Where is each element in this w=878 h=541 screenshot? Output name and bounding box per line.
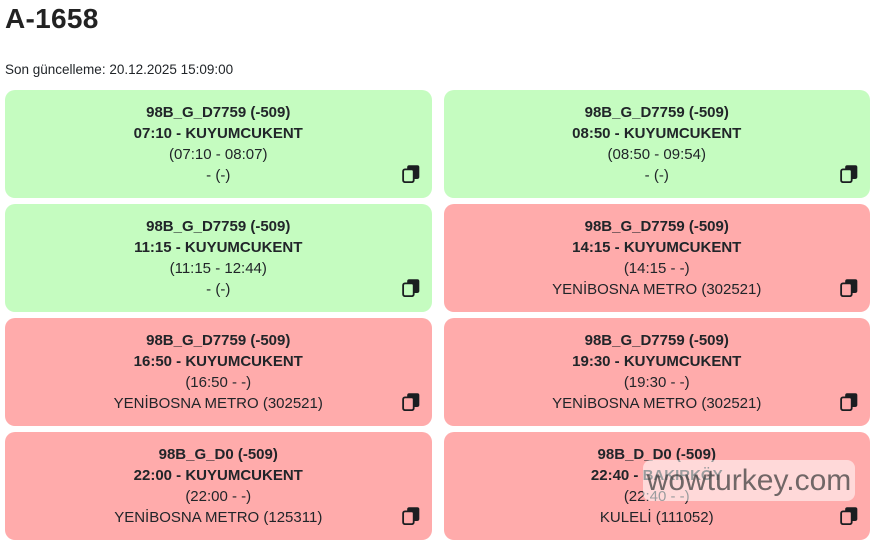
copy-pages-icon <box>401 278 421 297</box>
trip-block-code: 98B_G_D7759 (-509) <box>584 332 729 349</box>
trip-block-code: 98B_G_D7759 (-509) <box>146 104 291 121</box>
trip-block-code: 98B_G_D7759 (-509) <box>584 218 729 235</box>
trip-card-6-red: 98B_G_D7759 (-509) 19:30 - KUYUMCUKENT (… <box>443 318 870 426</box>
copy-button[interactable] <box>840 392 859 411</box>
trip-current-stop: YENİBOSNA METRO (302521) <box>113 395 323 412</box>
trip-block-code: 98B_D_D0 (-509) <box>597 446 716 463</box>
copy-pages-icon <box>840 392 859 411</box>
trip-card-2-green: 98B_G_D7759 (-509) 08:50 - KUYUMCUKENT (… <box>443 90 870 198</box>
copy-button[interactable] <box>840 164 859 183</box>
trip-time-range: (08:50 - 09:54) <box>607 146 706 163</box>
watermark-overlay: wowturkey.com <box>643 460 855 501</box>
copy-button[interactable] <box>401 506 421 525</box>
trip-block-code: 98B_G_D0 (-509) <box>158 446 278 463</box>
trip-current-stop: YENİBOSNA METRO (125311) <box>114 509 323 526</box>
trip-time-range: (11:15 - 12:44) <box>169 260 267 277</box>
copy-pages-icon <box>401 164 421 183</box>
trip-time-range: (22:00 - -) <box>185 488 252 505</box>
trip-current-stop: - (-) <box>206 281 231 298</box>
copy-button[interactable] <box>840 506 859 525</box>
trip-current-stop: - (-) <box>644 167 669 184</box>
trip-time-range: (16:50 - -) <box>185 374 252 391</box>
copy-pages-icon <box>401 506 421 525</box>
trip-departure-destination: 19:30 - KUYUMCUKENT <box>572 353 742 370</box>
trip-departure-destination: 14:15 - KUYUMCUKENT <box>572 239 742 256</box>
trip-card-3-green: 98B_G_D7759 (-509) 11:15 - KUYUMCUKENT (… <box>5 204 432 312</box>
trip-current-stop: YENİBOSNA METRO (302521) <box>552 395 762 412</box>
watermark-text: wowturkey.com <box>646 463 852 497</box>
trip-departure-destination: 16:50 - KUYUMCUKENT <box>133 353 303 370</box>
trip-time-range: (19:30 - -) <box>623 374 690 391</box>
copy-pages-icon <box>840 278 859 297</box>
copy-button[interactable] <box>401 278 421 297</box>
trip-card-7-red: 98B_G_D0 (-509) 22:00 - KUYUMCUKENT (22:… <box>5 432 432 540</box>
page-title: A-1658 <box>5 3 99 34</box>
trip-departure-destination: 08:50 - KUYUMCUKENT <box>572 125 742 142</box>
trip-block-code: 98B_G_D7759 (-509) <box>146 332 291 349</box>
trip-time-range: (14:15 - -) <box>623 260 690 277</box>
copy-pages-icon <box>840 164 859 183</box>
trip-time-range: (07:10 - 08:07) <box>169 146 268 163</box>
trip-block-code: 98B_G_D7759 (-509) <box>584 104 729 121</box>
copy-button[interactable] <box>840 278 859 297</box>
trip-departure-destination: 11:15 - KUYUMCUKENT <box>134 239 303 256</box>
trip-card-4-red: 98B_G_D7759 (-509) 14:15 - KUYUMCUKENT (… <box>443 204 870 312</box>
trip-current-stop: KULELİ (111052) <box>599 509 714 526</box>
copy-pages-icon <box>840 506 859 525</box>
copy-button[interactable] <box>401 392 421 411</box>
trip-block-code: 98B_G_D7759 (-509) <box>146 218 291 235</box>
trip-current-stop: YENİBOSNA METRO (302521) <box>552 281 762 298</box>
copy-button[interactable] <box>401 164 421 183</box>
trip-card-1-green: 98B_G_D7759 (-509) 07:10 - KUYUMCUKENT (… <box>5 90 432 198</box>
trip-departure-destination: 07:10 - KUYUMCUKENT <box>133 125 303 142</box>
trip-card-5-red: 98B_G_D7759 (-509) 16:50 - KUYUMCUKENT (… <box>5 318 432 426</box>
trip-departure-destination: 22:00 - KUYUMCUKENT <box>133 467 303 484</box>
last-update-text: Son güncelleme: 20.12.2025 15:09:00 <box>5 62 234 77</box>
copy-pages-icon <box>401 392 421 411</box>
trip-current-stop: - (-) <box>206 167 231 184</box>
